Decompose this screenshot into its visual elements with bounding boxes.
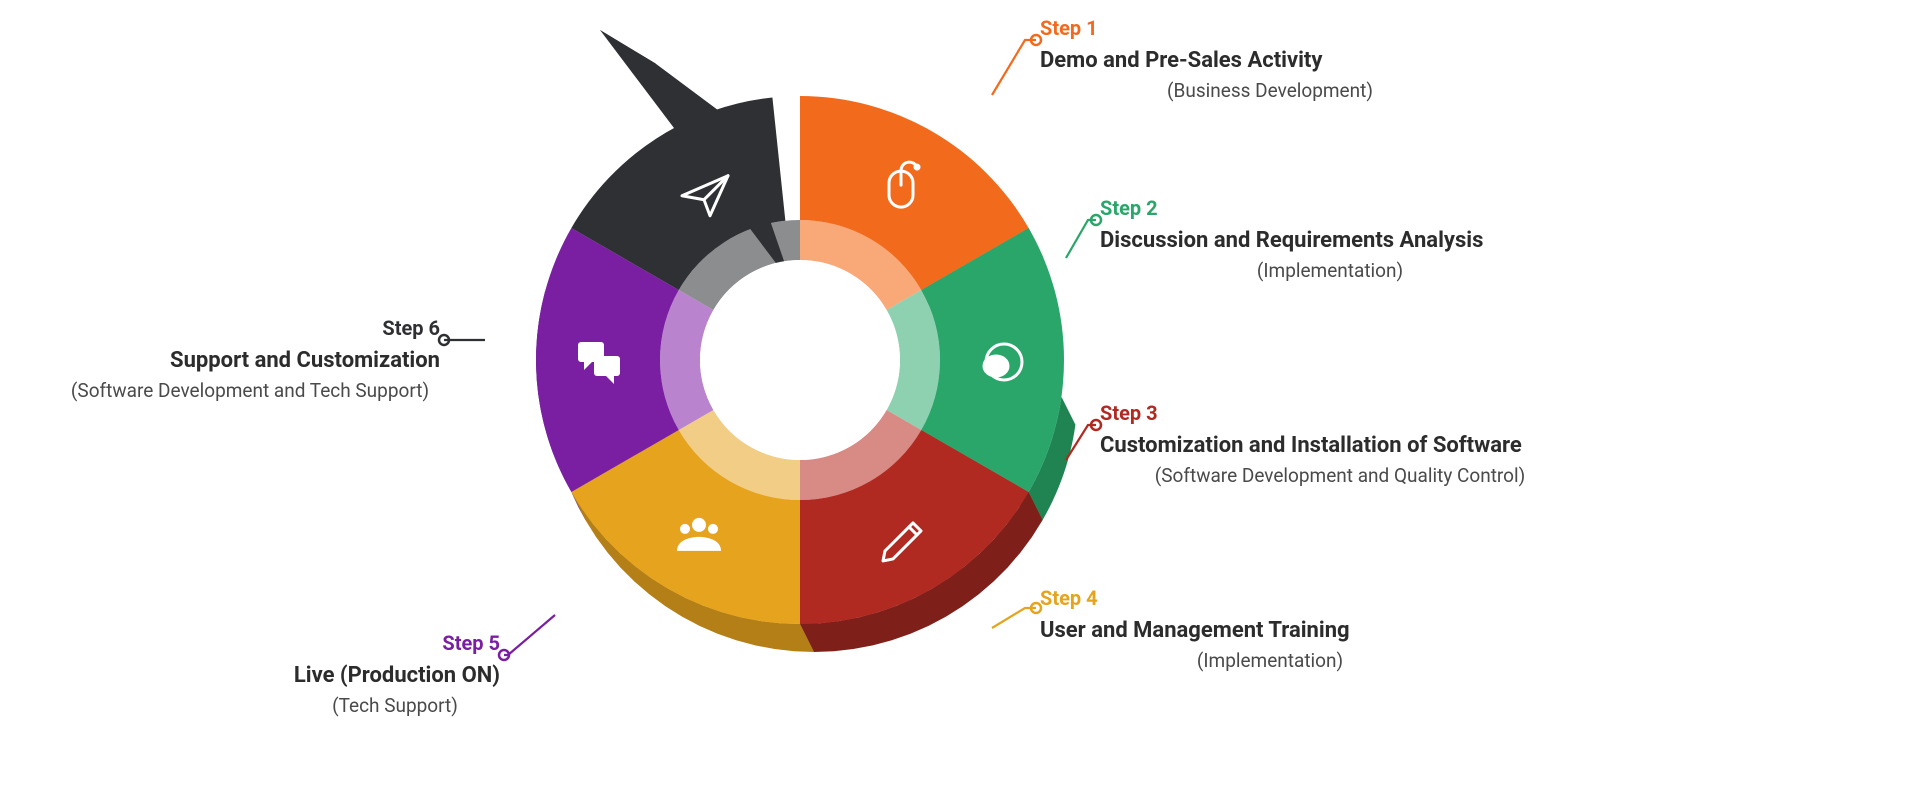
step-3-step: Step 3 [1100,400,1580,427]
step-5-step: Step 5 [290,630,500,657]
step-5-subtitle: (Tech Support) [290,693,500,719]
step-2-step: Step 2 [1100,195,1560,222]
step-3-label: Step 3 Customization and Installation of… [1100,400,1580,488]
step-2-subtitle: (Implementation) [1100,258,1560,284]
step-1-label: Step 1 Demo and Pre-Sales Activity (Busi… [1040,15,1500,103]
step-4-step: Step 4 [1040,585,1500,612]
step-3-subtitle: (Software Development and Quality Contro… [1100,463,1580,489]
step-1-step: Step 1 [1040,15,1500,42]
step-6-subtitle: (Software Development and Tech Support) [60,378,440,404]
step-1-subtitle: (Business Development) [1040,78,1500,104]
step-2-title: Discussion and Requirements Analysis [1100,226,1560,256]
step-2-label: Step 2 Discussion and Requirements Analy… [1100,195,1560,283]
infographic-stage: { "diagram": { "type": "circular-arrow-p… [0,0,1911,788]
step-6-title: Support and Customization [60,346,440,376]
step-4-label: Step 4 User and Management Training (Imp… [1040,585,1500,673]
step-6-step: Step 6 [60,315,440,342]
step-3-title: Customization and Installation of Softwa… [1100,431,1580,461]
step-1-title: Demo and Pre-Sales Activity [1040,46,1500,76]
step-5-title: Live (Production ON) [290,661,500,691]
step-5-label: Step 5 Live (Production ON) (Tech Suppor… [290,630,500,718]
step-4-title: User and Management Training [1040,616,1500,646]
step-6-label: Step 6 Support and Customization (Softwa… [60,315,440,403]
step-4-subtitle: (Implementation) [1040,648,1500,674]
